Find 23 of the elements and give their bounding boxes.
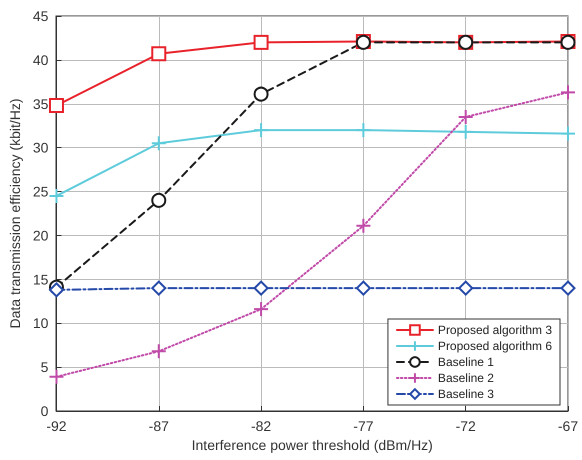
y-tick-label: 15 [32,271,49,288]
x-tick-label: -82 [250,418,272,434]
x-tick-label: -87 [148,418,170,434]
legend-label: Baseline 2 [438,371,494,385]
x-tick-label: -92 [46,418,67,434]
y-axis-title: Data transmission efficiency (kbit/Hz) [7,98,23,329]
y-tick-label: 25 [32,184,49,200]
x-tick-label: -77 [353,418,374,434]
y-tick-label: 0 [40,403,49,419]
y-tick-label: 30 [32,140,49,156]
y-tick-label: 5 [40,359,49,376]
x-axis-title: Interference power threshold (dBm/Hz) [192,436,433,453]
y-tick-label: 20 [32,227,49,244]
legend-label: Baseline 3 [438,387,494,401]
x-tick-label: -67 [558,418,578,434]
legend-label: Proposed algorithm 3 [438,323,552,337]
y-tick-label: 40 [32,52,49,68]
legend-label: Baseline 1 [438,355,494,369]
legend-label: Proposed algorithm 6 [438,339,552,353]
x-tick-label: -72 [456,418,476,434]
y-tick-label: 10 [32,315,49,332]
y-tick-label: 35 [32,96,49,112]
y-tick-label: 45 [32,8,49,24]
